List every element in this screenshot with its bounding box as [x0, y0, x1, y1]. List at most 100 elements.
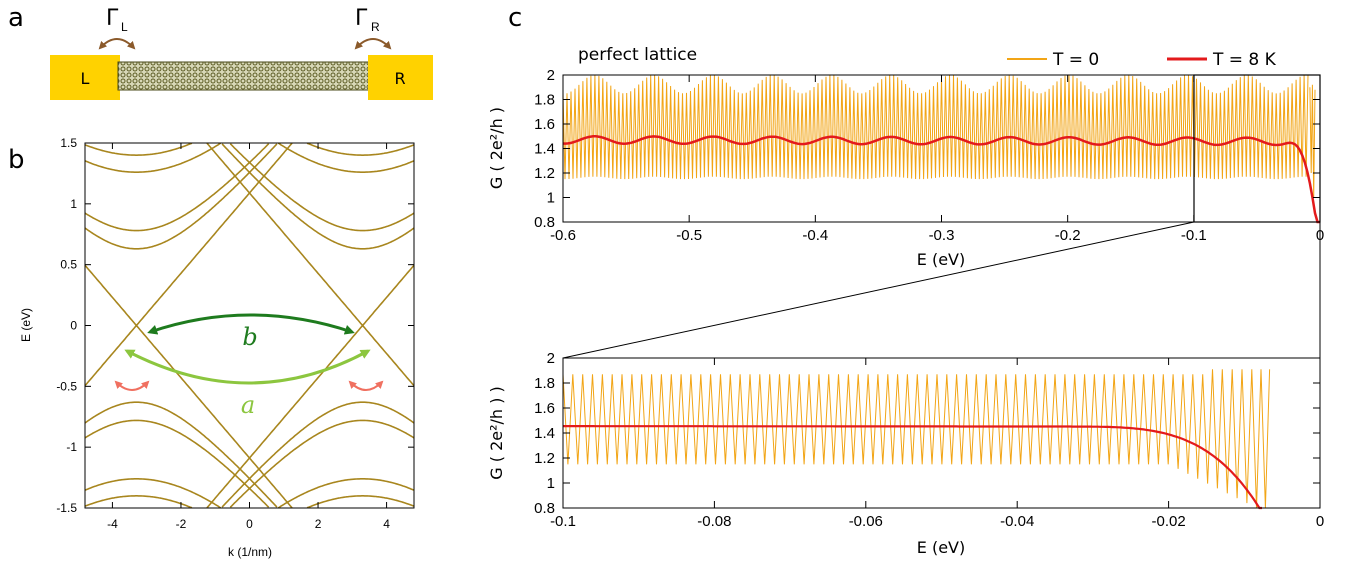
bot-xtick-label-5: 0	[1316, 513, 1324, 530]
top-curves	[562, 74, 1320, 224]
subband-cond-1-0-0	[84, 143, 270, 232]
subband-val-3-1-0	[306, 494, 415, 509]
gamma-left-subscript: L	[121, 20, 128, 34]
bot-ytick-label-4: 1.2	[534, 450, 555, 467]
top-ytick-label-4: 1.2	[534, 165, 555, 182]
subband-val-2-0-0	[84, 477, 222, 509]
subband-val-0-1-0	[221, 401, 415, 508]
intravalley-left-arrow	[114, 380, 150, 391]
bot-xtick-label-3: -0.04	[1000, 513, 1034, 530]
intravalley-right-arrow	[348, 380, 384, 391]
top-ytick-label-2: 1.6	[534, 116, 555, 133]
top-xlabel: E (eV)	[917, 250, 965, 269]
band-ytick-label-5: -1	[66, 440, 77, 454]
band-structure-chart: -4 -2 0 2 4 1.5 1 0.5 0 -0.5 -1 -1.5 k (1/nm) E (eV…	[19, 136, 415, 559]
band-ylabel: E (eV)	[19, 308, 33, 342]
top-xtick-label-1: -0.5	[676, 227, 702, 244]
band-ytick-label-3: 0	[70, 319, 77, 333]
bot-ticks: -0.1 -0.08 -0.06 -0.04 -0.02 0 2 1.8 1.6 1.4 1.2 1 0…	[534, 350, 1324, 530]
bot-ytick-label-2: 1.6	[534, 400, 555, 417]
top-ytick-label-1: 1.8	[534, 92, 555, 109]
subband-cond-0-0-0	[84, 143, 278, 250]
subband-val-1-1-0	[229, 419, 415, 508]
bottom-plot-frame	[562, 357, 1321, 509]
series-t8-top	[562, 135, 1320, 224]
left-lead-label: L	[81, 69, 90, 88]
bot-ytick-label-3: 1.4	[534, 425, 555, 442]
gamma-right-symbol: Γ	[355, 6, 368, 31]
series-t0-bottom	[562, 369, 1271, 509]
gamma-right-arrow	[354, 38, 392, 50]
panel-letter-a: a	[8, 3, 24, 33]
dirac-band-up-1-0	[206, 264, 415, 509]
subband-val-2-1-0	[277, 477, 415, 509]
band-ytick-label-1: 1	[70, 197, 77, 211]
device-schematic: L R Γ L Γ R	[50, 6, 433, 100]
band-xtick-label-3: 2	[315, 517, 322, 531]
series-t0-top-tail	[1309, 84, 1316, 198]
subband-val-1-0-0	[84, 419, 270, 508]
top-ticks: -0.6 -0.5 -0.4 -0.3 -0.2 -0.1 021.81.61.41.210…	[534, 67, 1324, 244]
top-ytick-label-0: 2	[547, 67, 555, 84]
dirac-band-down-1-0	[206, 142, 415, 387]
band-ticks: -4 -2 0 2 4 1.5 1 0.5 0 -0.5 -1 -1.5	[56, 136, 414, 531]
transition-a-label: a	[241, 391, 255, 419]
top-xtick-label-4: -0.2	[1055, 227, 1081, 244]
subband-cond-2-0-0	[84, 142, 222, 173]
bot-xtick-label-4: -0.02	[1151, 513, 1185, 530]
series-t0-top	[562, 74, 1309, 180]
bot-xtick-label-1: -0.08	[697, 513, 731, 530]
bot-xtick-label-0: -0.1	[550, 513, 576, 530]
gamma-left-symbol: Γ	[106, 6, 119, 31]
top-xtick-label-5: -0.1	[1181, 227, 1207, 244]
band-ytick-label-0: 1.5	[60, 136, 77, 150]
legend-label-t0: T = 0	[1052, 50, 1099, 70]
right-lead-label: R	[394, 69, 405, 88]
transition-b-arrow	[147, 313, 355, 335]
conductance-zoom-chart: -0.1 -0.08 -0.06 -0.04 -0.02 0 2 1.8 1.6 1.4 1.2 1 0…	[487, 350, 1324, 557]
band-xtick-label-0: -4	[107, 517, 118, 531]
band-xlabel: k (1/nm)	[228, 545, 272, 559]
gamma-left-arrow	[98, 38, 136, 50]
top-xtick-label-2: -0.4	[802, 227, 828, 244]
top-ytick-label-5: 1	[547, 190, 555, 207]
series-t8-bottom	[563, 425, 1262, 510]
left-lead	[50, 55, 120, 100]
gamma-right-subscript: R	[371, 20, 380, 34]
band-xtick-label-1: -2	[176, 517, 187, 531]
zoom-connector-left	[562, 221, 1195, 359]
bot-ytick-label-1: 1.8	[534, 375, 555, 392]
dirac-band-up-0-0	[84, 142, 293, 387]
right-lead	[368, 55, 433, 100]
subband-val-0-0-0	[84, 401, 278, 508]
nanotube	[117, 61, 371, 91]
dirac-band-down-0-0	[84, 264, 293, 509]
band-xtick-label-2: 0	[246, 517, 253, 531]
perfect-lattice-title: perfect lattice	[578, 45, 697, 65]
bot-curves	[562, 369, 1271, 510]
bot-ytick-label-6: 0.8	[534, 500, 555, 517]
subband-cond-1-1-0	[229, 143, 415, 232]
band-ytick-label-4: -0.5	[56, 379, 77, 393]
conductance-perfect-chart: perfect lattice -0.6 -0.5 -0.4 -0.3 -0.2 -0.1…	[487, 45, 1324, 269]
bot-ytick-label-0: 2	[547, 350, 555, 367]
subband-cond-0-1-0	[221, 143, 415, 250]
bot-xtick-label-2: -0.06	[849, 513, 883, 530]
transition-a-arrow	[124, 349, 371, 385]
subband-cond-3-0-0	[84, 142, 193, 156]
top-ytick-label-3: 1.4	[534, 141, 555, 158]
subband-cond-3-1-0	[306, 142, 415, 156]
band-curves	[84, 142, 415, 509]
bot-ytick-label-5: 1	[547, 475, 555, 492]
top-ylabel: G ( 2e²/h )	[487, 107, 506, 189]
legend-label-t8: T = 8 K	[1212, 50, 1277, 70]
transition-b-label: b	[242, 323, 257, 351]
band-ytick-label-2: 0.5	[60, 258, 77, 272]
bottom-ylabel: G ( 2e²/h ) )	[487, 386, 506, 479]
subband-val-3-0-0	[84, 494, 193, 509]
top-ytick-label-6: 0.8	[534, 214, 555, 231]
band-xtick-label-4: 4	[383, 517, 390, 531]
panel-letter-c: c	[508, 3, 522, 33]
top-xtick-label-3: -0.3	[929, 227, 955, 244]
